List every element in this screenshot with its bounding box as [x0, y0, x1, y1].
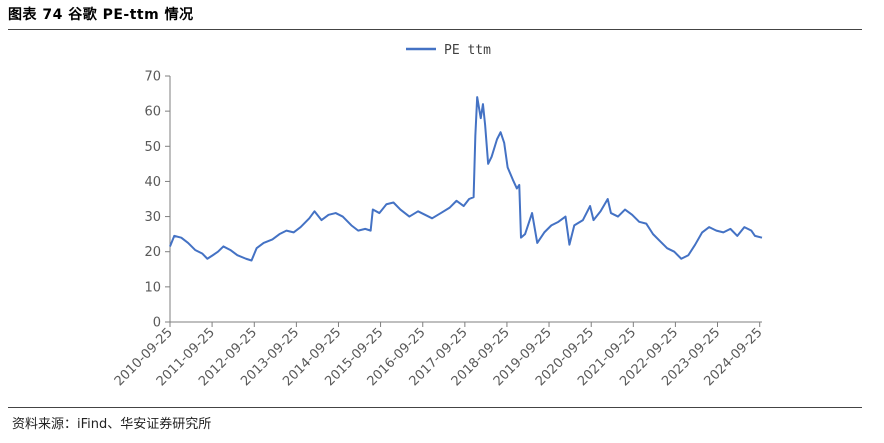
y-tick-label: 20 — [144, 245, 161, 260]
y-tick-label: 70 — [144, 70, 161, 85]
y-ticks: 0 10 20 30 40 50 60 70 — [144, 70, 170, 331]
legend-label: PE ttm — [444, 43, 491, 58]
y-tick-label: 50 — [144, 140, 161, 155]
y-tick-label: 60 — [144, 105, 161, 120]
legend: PE ttm — [406, 43, 491, 58]
pe-ttm-chart: PE ttm 0 10 20 30 40 50 60 70 2010-09-252011-09… — [112, 43, 766, 389]
y-tick-label: 0 — [153, 316, 161, 331]
x-ticks: 2010-09-252011-09-252012-09-252013-09-25… — [112, 322, 766, 389]
figure-title: 图表 74 谷歌 PE-ttm 情况 — [8, 7, 194, 23]
y-tick-label: 10 — [144, 280, 161, 295]
bottom-divider — [8, 407, 862, 408]
pe-ttm-series-line — [169, 96, 763, 262]
y-tick-label: 40 — [144, 175, 161, 190]
top-divider — [8, 29, 862, 30]
y-tick-label: 30 — [144, 210, 161, 225]
source-note: 资料来源：iFind、华安证券研究所 — [12, 417, 212, 432]
